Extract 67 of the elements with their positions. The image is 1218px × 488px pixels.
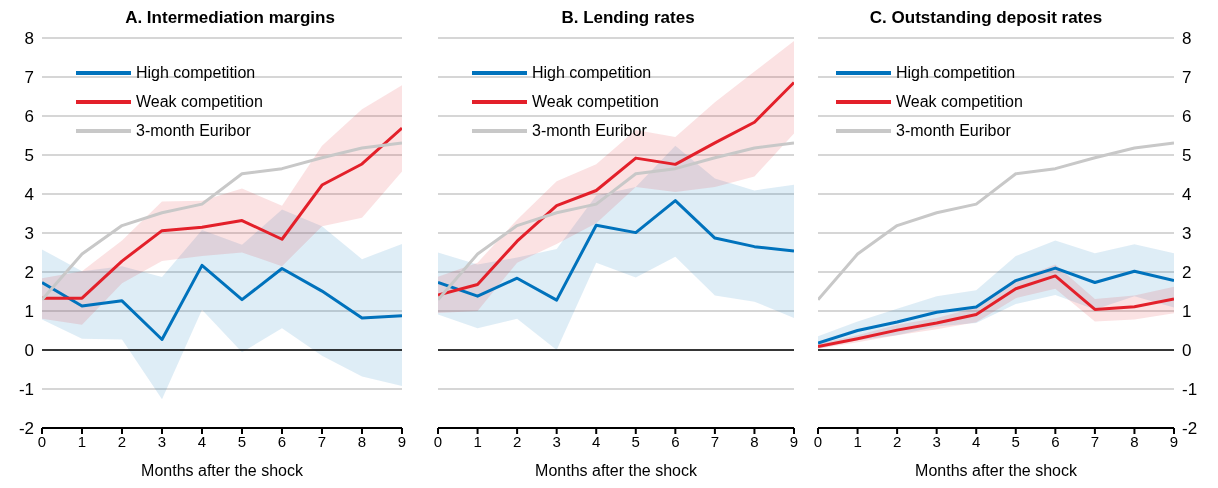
x-tick-label: 5 bbox=[1011, 432, 1020, 450]
x-tick-label: 0 bbox=[813, 432, 823, 450]
x-tick-label: 1 bbox=[853, 432, 862, 450]
chart-title: C. Outstanding deposit rates bbox=[868, 8, 1104, 29]
legend-label: High competition bbox=[896, 64, 1016, 82]
y-tick-label: 4 bbox=[1182, 185, 1192, 205]
x-tick-label: 2 bbox=[512, 432, 522, 450]
x-tick-label: 0 bbox=[433, 432, 443, 450]
x-tick-label: 2 bbox=[117, 432, 127, 450]
y-tick-label: 3 bbox=[1182, 224, 1192, 244]
x-axis-title: Months after the shock bbox=[535, 462, 698, 479]
x-tick-label: 7 bbox=[1090, 432, 1100, 450]
x-tick-label: 5 bbox=[631, 432, 640, 450]
x-tick-label: 8 bbox=[750, 432, 759, 450]
y-tick-label: 8 bbox=[24, 29, 34, 49]
x-tick-label: 7 bbox=[317, 432, 327, 450]
y-tick-label: 3 bbox=[24, 224, 34, 244]
x-tick-label: 3 bbox=[552, 432, 561, 450]
legend-label: Weak competition bbox=[136, 93, 263, 111]
legend-label: 3-month Euribor bbox=[896, 122, 1011, 140]
x-tick-label: 0 bbox=[37, 432, 47, 450]
y-tick-label: 5 bbox=[24, 146, 34, 166]
legend-label: High competition bbox=[532, 64, 652, 82]
y-tick-label: 5 bbox=[1182, 146, 1192, 166]
y-tick-label: 0 bbox=[24, 341, 34, 361]
legend-label: 3-month Euribor bbox=[136, 122, 251, 140]
x-tick-label: 8 bbox=[1130, 432, 1139, 450]
legend-label: 3-month Euribor bbox=[532, 122, 647, 140]
x-tick-label: 6 bbox=[671, 432, 680, 450]
x-tick-label: 6 bbox=[277, 432, 287, 450]
chart-title: B. Lending rates bbox=[560, 8, 696, 29]
y-tick-label: 6 bbox=[1182, 107, 1192, 127]
x-tick-label: 9 bbox=[1169, 432, 1179, 450]
legend-label: Weak competition bbox=[896, 93, 1023, 111]
x-tick-label: 5 bbox=[237, 432, 247, 450]
y-tick-label: 1 bbox=[1182, 302, 1192, 322]
y-tick-label: -2 bbox=[1182, 419, 1198, 439]
x-tick-label: 1 bbox=[77, 432, 87, 450]
x-tick-label: 1 bbox=[473, 432, 482, 450]
y-tick-label: -1 bbox=[1182, 380, 1198, 400]
y-tick-label: 7 bbox=[1182, 68, 1192, 88]
x-tick-label: 8 bbox=[357, 432, 367, 450]
y-tick-label: 2 bbox=[24, 263, 34, 283]
y-tick-label: -1 bbox=[18, 380, 34, 400]
x-tick-label: 9 bbox=[397, 432, 407, 450]
legend-label: High competition bbox=[136, 64, 256, 82]
x-tick-label: 6 bbox=[1051, 432, 1060, 450]
x-tick-label: 4 bbox=[197, 432, 207, 450]
x-tick-label: 2 bbox=[892, 432, 902, 450]
x-tick-label: 4 bbox=[972, 432, 981, 450]
x-axis-title: Months after the shock bbox=[915, 462, 1078, 479]
y-tick-label: 4 bbox=[24, 185, 34, 205]
x-axis-title: Months after the shock bbox=[141, 462, 304, 479]
y-tick-label: -2 bbox=[18, 419, 34, 439]
y-tick-label: 7 bbox=[24, 68, 34, 88]
x-tick-label: 3 bbox=[157, 432, 167, 450]
legend-label: Weak competition bbox=[532, 93, 659, 111]
x-tick-label: 9 bbox=[789, 432, 799, 450]
x-tick-label: 4 bbox=[592, 432, 601, 450]
y-tick-label: 8 bbox=[1182, 29, 1192, 49]
y-tick-label: 6 bbox=[24, 107, 34, 127]
y-tick-label: 1 bbox=[24, 302, 34, 322]
y-tick-label: 0 bbox=[1182, 341, 1192, 361]
x-tick-label: 7 bbox=[710, 432, 720, 450]
chart-title: A. Intermediation margins bbox=[124, 8, 336, 29]
y-tick-label: 2 bbox=[1182, 263, 1192, 283]
x-tick-label: 3 bbox=[932, 432, 941, 450]
